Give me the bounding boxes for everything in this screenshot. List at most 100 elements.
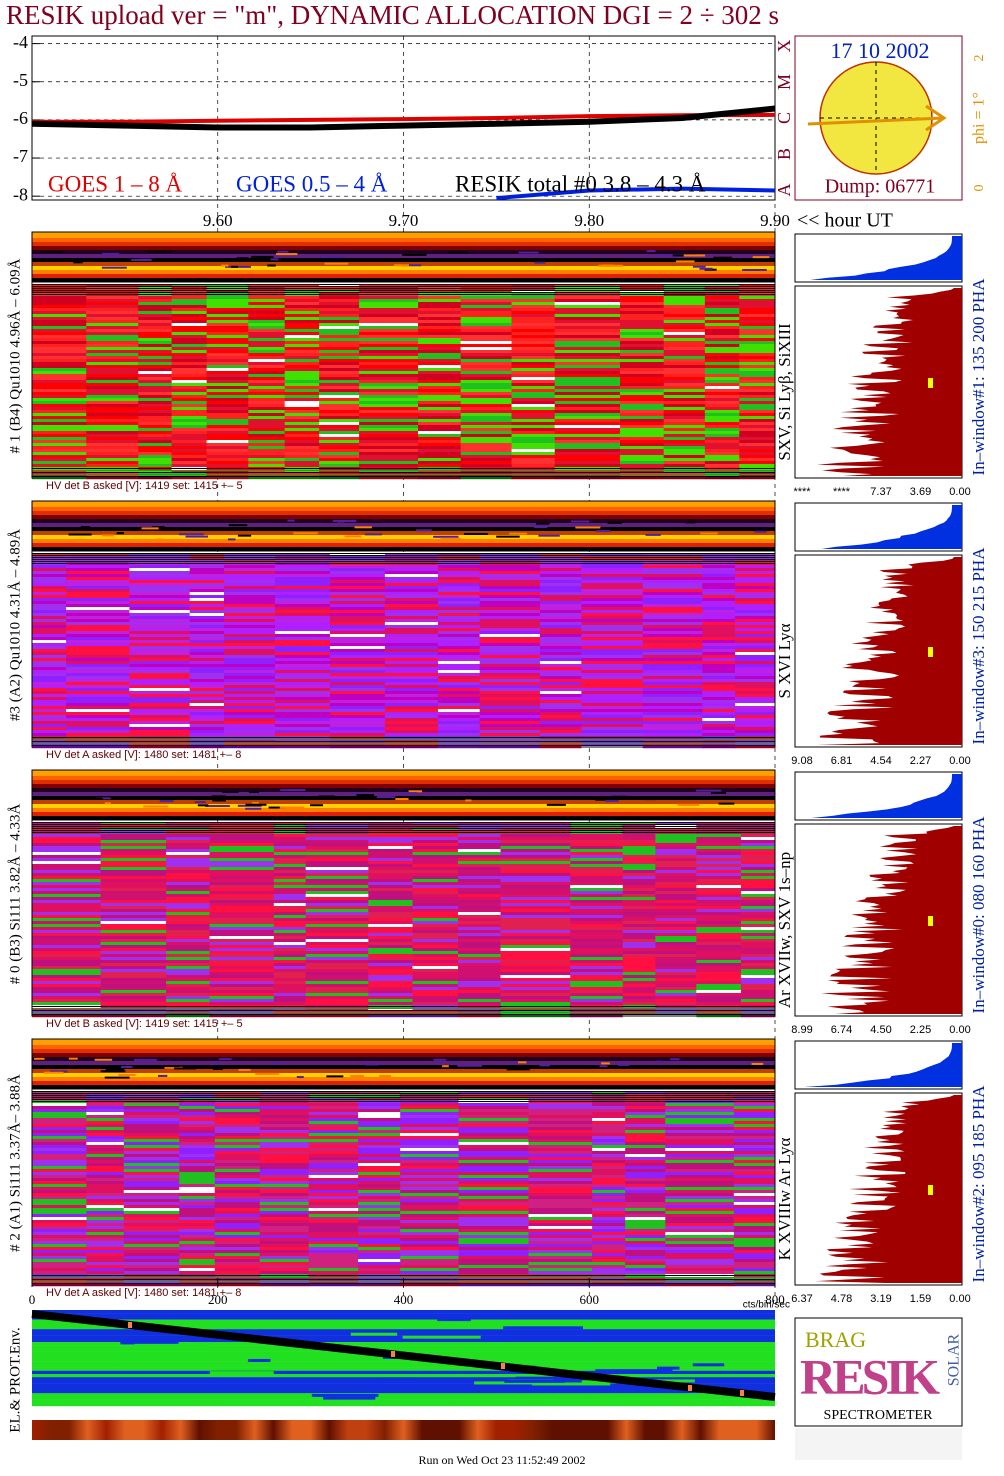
pixel-row — [400, 1205, 460, 1209]
pixel-row — [663, 386, 706, 390]
pixel-row — [86, 320, 139, 324]
pixel-row — [500, 858, 571, 862]
pixel-row — [460, 452, 513, 456]
pixel-row — [248, 398, 286, 402]
pixel-row — [66, 643, 130, 647]
pixel-row — [248, 428, 286, 432]
pixel-row — [166, 1008, 211, 1012]
pixel-row — [123, 1235, 180, 1239]
pixel-row — [319, 416, 360, 420]
pixel-row — [437, 568, 481, 572]
pixel-row — [359, 338, 419, 342]
pixel-row — [166, 843, 211, 847]
pixel-row — [458, 1178, 529, 1182]
pixel-row — [570, 912, 624, 916]
pixel-row — [735, 700, 776, 704]
pixel-row — [329, 649, 386, 653]
pixel-row — [554, 344, 621, 348]
strip-speck — [293, 532, 318, 535]
pixel-row — [622, 957, 656, 961]
pixel-row — [248, 404, 286, 408]
pixel-row — [570, 960, 624, 964]
pixel-row — [400, 1187, 460, 1191]
pixel-row — [412, 828, 459, 832]
pixel-row — [284, 320, 320, 324]
strip-speck — [433, 535, 459, 538]
pixel-row — [581, 709, 644, 713]
pixel-row — [368, 945, 413, 949]
pixel-row — [138, 413, 173, 417]
pixel-row — [224, 739, 276, 743]
pixel-row — [663, 314, 706, 318]
pixel-row — [138, 443, 173, 447]
pixel-row — [32, 1139, 87, 1143]
pixel-row — [528, 1262, 593, 1266]
pixel-row — [123, 1247, 180, 1251]
pixel-row — [622, 876, 656, 880]
pixel-row — [319, 284, 360, 288]
pixel-row — [66, 697, 130, 701]
pixel-row — [284, 290, 320, 294]
pixel-row — [740, 876, 776, 880]
strip-speck — [573, 1076, 593, 1079]
pixel-row — [570, 957, 624, 961]
pixel-row — [189, 574, 225, 578]
pixel-row — [735, 709, 776, 713]
pixel-row — [171, 452, 208, 456]
pixel-row — [206, 302, 249, 306]
pixel-row — [274, 634, 331, 638]
pixel-row — [209, 966, 275, 970]
pixel-row — [511, 317, 556, 321]
pixel-row — [460, 356, 513, 360]
pixel-row — [655, 951, 697, 955]
pixel-row — [437, 715, 481, 719]
edge-row — [32, 1099, 775, 1100]
pixel-row — [129, 655, 191, 659]
pixel-row — [570, 906, 624, 910]
pixel-row — [554, 392, 621, 396]
pixel-row — [665, 1118, 735, 1122]
pixel-row — [663, 419, 706, 423]
pixel-row — [274, 619, 331, 623]
pixel-row — [32, 718, 67, 722]
pixel-row — [696, 999, 742, 1003]
pixel-row — [704, 317, 740, 321]
pixel-row — [581, 697, 644, 701]
strip-speck — [164, 1066, 183, 1069]
strip-row — [32, 240, 775, 243]
pixel-row — [696, 969, 742, 973]
pixel-row — [259, 1127, 310, 1131]
pixel-row — [663, 332, 706, 336]
pixel-row — [418, 419, 462, 423]
pixel-row — [457, 864, 502, 868]
pixel-row — [554, 347, 621, 351]
pixel-row — [592, 1214, 626, 1218]
pixel-row — [359, 443, 419, 447]
strip-row — [32, 531, 775, 534]
pixel-row — [129, 739, 191, 743]
pixel-row — [642, 580, 703, 584]
pixel-row — [400, 1133, 460, 1137]
pixel-row — [412, 990, 459, 994]
pixel-row — [665, 1121, 735, 1125]
pixel-row — [528, 1268, 593, 1272]
pixel-row — [460, 389, 513, 393]
pixel-row — [224, 643, 276, 647]
pixel-row — [622, 966, 656, 970]
hist-marker — [928, 378, 933, 388]
pixel-row — [329, 637, 386, 641]
pixel-row — [209, 876, 275, 880]
pixel-row — [655, 828, 697, 832]
pixel-row — [642, 694, 703, 698]
pixel-row — [129, 559, 191, 563]
pixel-row — [665, 1091, 735, 1095]
env-block — [213, 1380, 262, 1384]
pixel-row — [305, 909, 369, 913]
pixel-row — [479, 586, 541, 590]
pixel-row — [86, 443, 139, 447]
pixel-row — [554, 401, 621, 405]
pixel-row — [511, 350, 556, 354]
pixel-row — [66, 586, 130, 590]
pixel-row — [305, 993, 369, 997]
pixel-row — [129, 598, 191, 602]
